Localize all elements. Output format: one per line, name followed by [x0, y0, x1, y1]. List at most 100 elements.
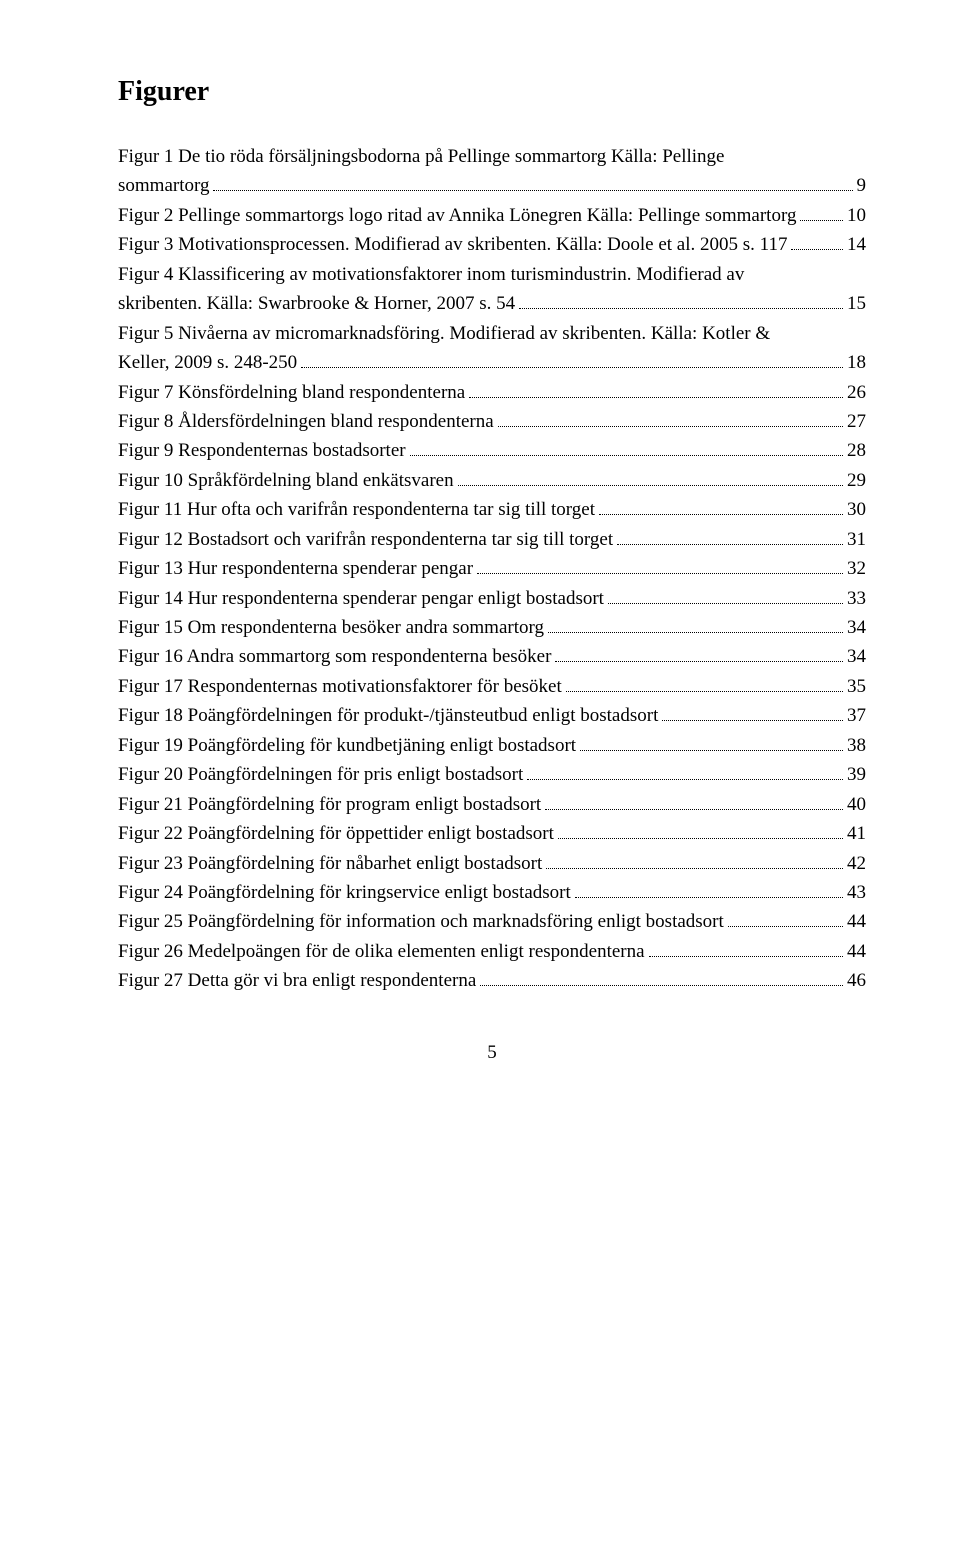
toc-dot-leader — [527, 765, 843, 780]
toc-entry: Figur 11 Hur ofta och varifrån responden… — [118, 495, 866, 524]
toc-entry-label: Figur 11 Hur ofta och varifrån responden… — [118, 495, 595, 524]
toc-entry: Figur 15 Om respondenterna besöker andra… — [118, 613, 866, 642]
toc-dot-leader — [477, 559, 843, 574]
toc-entry-label: skribenten. Källa: Swarbrooke & Horner, … — [118, 289, 515, 318]
toc-entry: Figur 17 Respondenternas motivationsfakt… — [118, 672, 866, 701]
toc-entry: skribenten. Källa: Swarbrooke & Horner, … — [118, 289, 866, 318]
toc-entry-label: Figur 15 Om respondenterna besöker andra… — [118, 613, 544, 642]
toc-dot-leader — [575, 883, 843, 898]
toc-dot-leader — [458, 471, 843, 486]
toc-entry-page: 34 — [847, 613, 866, 642]
toc-entry: Figur 16 Andra sommartorg som respondent… — [118, 642, 866, 671]
toc-entry-line: Figur 4 Klassificering av motivationsfak… — [118, 260, 866, 289]
toc-dot-leader — [548, 618, 843, 633]
figures-list: Figur 1 De tio röda försäljningsbodorna … — [118, 142, 866, 996]
toc-entry-page: 44 — [847, 937, 866, 966]
toc-dot-leader — [498, 412, 843, 427]
toc-dot-leader — [580, 736, 843, 751]
toc-entry: Figur 13 Hur respondenterna spenderar pe… — [118, 554, 866, 583]
toc-entry-page: 35 — [847, 672, 866, 701]
toc-entry-label: Figur 22 Poängfördelning för öppettider … — [118, 819, 554, 848]
page-container: Figurer Figur 1 De tio röda försäljnings… — [0, 0, 960, 1104]
toc-entry-label: Keller, 2009 s. 248-250 — [118, 348, 297, 377]
toc-entry-label: sommartorg — [118, 171, 209, 200]
toc-dot-leader — [410, 441, 843, 456]
toc-dot-leader — [649, 942, 843, 957]
toc-dot-leader — [546, 853, 843, 868]
figures-title: Figurer — [118, 76, 866, 108]
toc-entry-label: Figur 21 Poängfördelning för program enl… — [118, 790, 541, 819]
toc-entry-page: 15 — [847, 289, 866, 318]
toc-entry-page: 33 — [847, 584, 866, 613]
toc-entry-page: 43 — [847, 878, 866, 907]
toc-entry-label: Figur 26 Medelpoängen för de olika eleme… — [118, 937, 645, 966]
toc-entry-page: 40 — [847, 790, 866, 819]
toc-dot-leader — [555, 647, 843, 662]
toc-entry: Figur 20 Poängfördelningen för pris enli… — [118, 760, 866, 789]
toc-entry-label: Figur 18 Poängfördelningen för produkt-/… — [118, 701, 658, 730]
toc-dot-leader — [545, 794, 843, 809]
toc-entry-page: 14 — [847, 230, 866, 259]
toc-entry: Figur 25 Poängfördelning för information… — [118, 907, 866, 936]
toc-entry-page: 32 — [847, 554, 866, 583]
toc-entry-page: 28 — [847, 436, 866, 465]
toc-entry-label: Figur 12 Bostadsort och varifrån respond… — [118, 525, 613, 554]
toc-entry: Figur 3 Motivationsprocessen. Modifierad… — [118, 230, 866, 259]
toc-dot-leader — [662, 706, 843, 721]
toc-entry-label: Figur 20 Poängfördelningen för pris enli… — [118, 760, 523, 789]
toc-dot-leader — [800, 206, 843, 221]
toc-entry-page: 26 — [847, 378, 866, 407]
toc-dot-leader — [480, 971, 843, 986]
toc-entry-label: Figur 25 Poängfördelning för information… — [118, 907, 724, 936]
toc-entry: Keller, 2009 s. 248-250 18 — [118, 348, 866, 377]
toc-entry-label: Figur 3 Motivationsprocessen. Modifierad… — [118, 230, 787, 259]
toc-entry-label: Figur 7 Könsfördelning bland respondente… — [118, 378, 465, 407]
toc-dot-leader — [791, 235, 843, 250]
toc-entry-label: Figur 23 Poängfördelning för nåbarhet en… — [118, 849, 542, 878]
toc-entry-page: 42 — [847, 849, 866, 878]
toc-dot-leader — [469, 382, 843, 397]
toc-dot-leader — [301, 353, 843, 368]
toc-dot-leader — [566, 677, 843, 692]
toc-entry-page: 10 — [847, 201, 866, 230]
toc-entry-label: Figur 24 Poängfördelning för kringservic… — [118, 878, 571, 907]
toc-entry-page: 29 — [847, 466, 866, 495]
toc-entry-label: Figur 8 Åldersfördelningen bland respond… — [118, 407, 494, 436]
toc-entry: Figur 8 Åldersfördelningen bland respond… — [118, 407, 866, 436]
toc-entry-label: Figur 27 Detta gör vi bra enligt respond… — [118, 966, 476, 995]
toc-entry-page: 18 — [847, 348, 866, 377]
toc-entry-line: Figur 5 Nivåerna av micromarknadsföring.… — [118, 319, 866, 348]
toc-entry: Figur 26 Medelpoängen för de olika eleme… — [118, 937, 866, 966]
toc-entry-page: 34 — [847, 642, 866, 671]
toc-entry-line: Figur 1 De tio röda försäljningsbodorna … — [118, 142, 866, 171]
toc-entry: Figur 21 Poängfördelning för program enl… — [118, 790, 866, 819]
toc-entry: Figur 7 Könsfördelning bland respondente… — [118, 378, 866, 407]
toc-dot-leader — [608, 588, 843, 603]
toc-entry: Figur 14 Hur respondenterna spenderar pe… — [118, 584, 866, 613]
toc-entry: Figur 23 Poängfördelning för nåbarhet en… — [118, 849, 866, 878]
toc-dot-leader — [617, 529, 843, 544]
toc-entry: Figur 22 Poängfördelning för öppettider … — [118, 819, 866, 848]
toc-entry-label: Figur 2 Pellinge sommartorgs logo ritad … — [118, 201, 796, 230]
toc-entry-label: Figur 19 Poängfördeling för kundbetjänin… — [118, 731, 576, 760]
toc-entry-page: 9 — [857, 171, 867, 200]
toc-entry-page: 39 — [847, 760, 866, 789]
toc-entry-page: 46 — [847, 966, 866, 995]
toc-entry: Figur 9 Respondenternas bostadsorter 28 — [118, 436, 866, 465]
toc-entry: Figur 10 Språkfördelning bland enkätsvar… — [118, 466, 866, 495]
page-number: 5 — [118, 1042, 866, 1064]
toc-entry-label: Figur 9 Respondenternas bostadsorter — [118, 436, 406, 465]
toc-dot-leader — [213, 176, 852, 191]
toc-entry-page: 44 — [847, 907, 866, 936]
toc-dot-leader — [599, 500, 843, 515]
toc-entry-page: 38 — [847, 731, 866, 760]
toc-dot-leader — [558, 824, 843, 839]
toc-entry-label: Figur 16 Andra sommartorg som respondent… — [118, 642, 551, 671]
toc-entry: sommartorg 9 — [118, 171, 866, 200]
toc-entry-label: Figur 17 Respondenternas motivationsfakt… — [118, 672, 562, 701]
toc-entry: Figur 12 Bostadsort och varifrån respond… — [118, 525, 866, 554]
toc-entry-label: Figur 10 Språkfördelning bland enkätsvar… — [118, 466, 454, 495]
toc-entry: Figur 2 Pellinge sommartorgs logo ritad … — [118, 201, 866, 230]
toc-entry-page: 41 — [847, 819, 866, 848]
toc-dot-leader — [728, 912, 843, 927]
